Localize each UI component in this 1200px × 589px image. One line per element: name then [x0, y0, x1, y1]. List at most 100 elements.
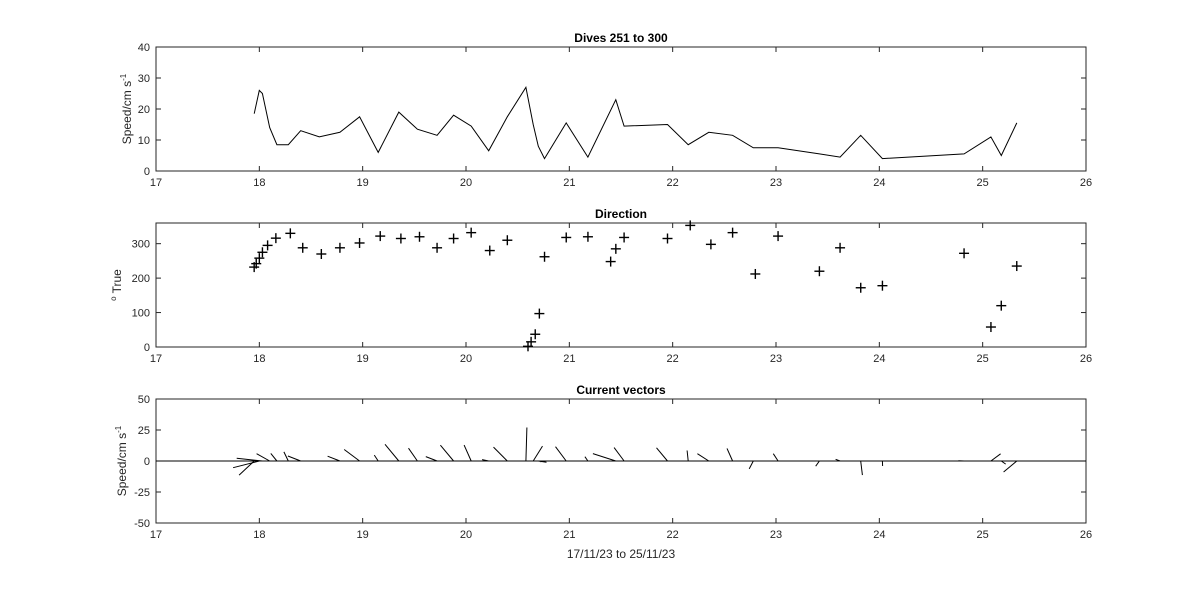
- current-vector-stick: [270, 453, 278, 462]
- direction-point: [354, 237, 365, 248]
- vectors-x-tick-label: 23: [770, 529, 782, 541]
- speed-x-tick-label: 18: [253, 177, 265, 189]
- current-vector-stick: [656, 447, 668, 462]
- direction-point: [285, 228, 296, 239]
- current-vector-stick: [408, 447, 418, 462]
- vectors-x-tick-label: 21: [563, 529, 575, 541]
- direction-x-tick-label: 19: [357, 353, 369, 365]
- direction-x-tick-label: 23: [770, 353, 782, 365]
- speed-x-tick-label: 24: [873, 177, 885, 189]
- current-vector-stick: [373, 454, 379, 462]
- speed-x-tick-label: 19: [357, 177, 369, 189]
- direction-point: [316, 249, 327, 259]
- speed-x-tick-label: 23: [770, 177, 782, 189]
- direction-x-tick-label: 20: [460, 353, 472, 365]
- current-vector-stick: [555, 446, 567, 462]
- direction-x-ticks: 17 18 19 20 21 22 23 24 25 26: [150, 223, 1092, 365]
- speed-y-tick-label: 0: [144, 166, 150, 178]
- speed-x-ticks: 17 18 19 20 21 22 23 24 25 26: [150, 47, 1092, 189]
- direction-point: [395, 233, 406, 244]
- current-vector-stick: [748, 460, 754, 470]
- direction-point: [835, 242, 846, 253]
- speed-x-tick-label: 22: [667, 177, 679, 189]
- direction-point: [254, 253, 265, 264]
- speed-x-tick-label: 25: [977, 177, 989, 189]
- vectors-y-axis-label-text: Speed/cm s: [115, 433, 129, 496]
- direction-point: [773, 231, 784, 242]
- current-vector-stick: [990, 453, 1001, 462]
- vectors-y-tick-label: -25: [134, 487, 150, 499]
- direction-point: [619, 232, 630, 243]
- speed-x-tick-label: 20: [460, 177, 472, 189]
- direction-y-tick-label: 300: [132, 239, 150, 251]
- vectors-x-axis-label: 17/11/23 to 25/11/23: [567, 547, 676, 561]
- current-vector-stick: [463, 444, 472, 462]
- direction-point: [257, 247, 268, 258]
- direction-panel: Direction 17 18 19 20 21 22 23 24 25 26 0 100 200 30…: [109, 207, 1092, 365]
- vectors-x-tick-label: 25: [977, 529, 989, 541]
- direction-y-tick-label: 0: [144, 342, 150, 354]
- direction-point: [466, 227, 477, 238]
- direction-x-tick-label: 22: [667, 353, 679, 365]
- speed-y-axis-label: Speed/cm s-1: [119, 73, 134, 144]
- direction-point: [727, 227, 738, 238]
- current-vector-stick: [860, 460, 863, 476]
- speed-y-tick-label: 30: [138, 73, 150, 85]
- vectors-panel-title: Current vectors: [576, 383, 666, 397]
- direction-x-tick-label: 18: [253, 353, 265, 365]
- current-vector-stick: [815, 460, 820, 467]
- direction-point: [705, 239, 716, 250]
- direction-point: [996, 300, 1007, 311]
- vector-sticks: [232, 427, 1018, 476]
- current-vector-stick: [256, 453, 270, 462]
- direction-x-tick-label: 17: [150, 353, 162, 365]
- direction-point: [502, 235, 513, 246]
- current-vector-stick: [613, 447, 625, 462]
- current-vector-stick: [1003, 460, 1018, 473]
- speed-x-tick-label: 26: [1080, 177, 1092, 189]
- direction-point: [814, 266, 825, 277]
- direction-point: [270, 233, 281, 244]
- vectors-y-tick-label: 25: [138, 425, 150, 437]
- direction-point: [539, 251, 550, 262]
- direction-point: [530, 329, 541, 340]
- speed-series-line: [253, 85, 1018, 160]
- current-vector-stick: [481, 459, 489, 462]
- direction-point: [855, 282, 866, 293]
- direction-point: [582, 231, 593, 242]
- direction-y-ticks: 0 100 200 300: [132, 239, 1086, 354]
- speed-y-axis-label-text: Speed/cm s: [120, 81, 134, 144]
- vectors-y-axis-label: Speed/cm s-1: [114, 425, 129, 496]
- direction-point: [375, 231, 386, 242]
- direction-point: [334, 242, 345, 253]
- current-vector-stick: [343, 449, 360, 462]
- current-vector-stick: [772, 453, 779, 462]
- vectors-x-tick-label: 19: [357, 529, 369, 541]
- current-vector-stick: [584, 456, 589, 462]
- current-vector-stick: [1001, 460, 1006, 465]
- vectors-x-tick-label: 18: [253, 529, 265, 541]
- direction-point: [877, 280, 888, 291]
- direction-y-tick-label: 200: [132, 273, 150, 285]
- current-vector-stick: [236, 457, 263, 462]
- current-vector-stick: [592, 453, 616, 462]
- direction-point: [685, 220, 696, 231]
- current-vector-stick: [327, 455, 341, 462]
- direction-point: [534, 308, 545, 319]
- current-vector-stick: [540, 460, 545, 463]
- direction-point: [484, 245, 495, 256]
- vectors-x-tick-label: 17: [150, 529, 162, 541]
- direction-point: [959, 248, 970, 259]
- direction-point: [414, 231, 425, 242]
- direction-point: [750, 268, 761, 279]
- vectors-x-tick-label: 26: [1080, 529, 1092, 541]
- current-vector-stick: [532, 445, 543, 462]
- direction-y-tick-label: 100: [132, 308, 150, 320]
- direction-point: [605, 256, 616, 267]
- direction-x-tick-label: 24: [873, 353, 885, 365]
- speed-y-ticks: 0 10 20 30 40: [138, 42, 1086, 178]
- current-vector-stick: [835, 458, 841, 462]
- current-vector-stick: [686, 450, 689, 462]
- direction-point: [610, 243, 621, 254]
